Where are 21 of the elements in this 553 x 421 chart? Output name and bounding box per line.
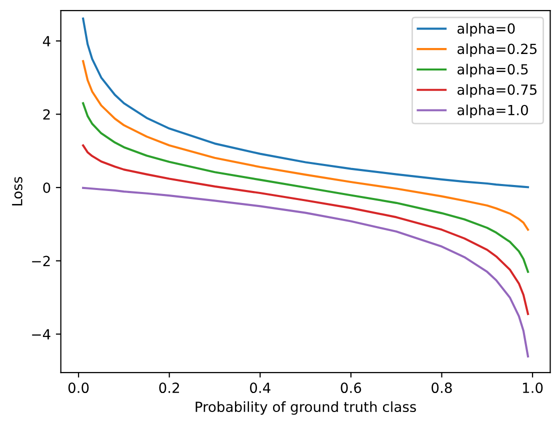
x-tick-label: 1.0	[523, 382, 543, 394]
x-tick-label: 0.4	[250, 382, 270, 394]
legend-label: alpha=1.0	[458, 104, 528, 118]
y-tick-label: −4	[32, 329, 50, 340]
x-axis-title: Probability of ground truth class	[196, 401, 416, 415]
legend-label: alpha=0.75	[458, 84, 537, 98]
y-tick-label: 4	[42, 36, 50, 46]
x-tick-label: 0.6	[340, 382, 362, 394]
y-tick-label: −2	[32, 256, 50, 266]
line-series	[82, 186, 530, 358]
legend-label: alpha=0	[458, 23, 515, 36]
x-tick-label: 0.8	[432, 382, 452, 394]
x-tick-label: 0.0	[68, 382, 89, 394]
y-tick-label: 2	[43, 109, 50, 120]
line-series	[82, 102, 530, 273]
y-tick-label: 0	[43, 182, 50, 193]
line-series	[82, 144, 530, 315]
y-axis-title: Loss	[12, 177, 22, 206]
legend-label: alpha=0.5	[458, 64, 528, 78]
legend-label: alpha=0.25	[458, 43, 537, 57]
x-tick-label: 0.2	[159, 382, 179, 394]
